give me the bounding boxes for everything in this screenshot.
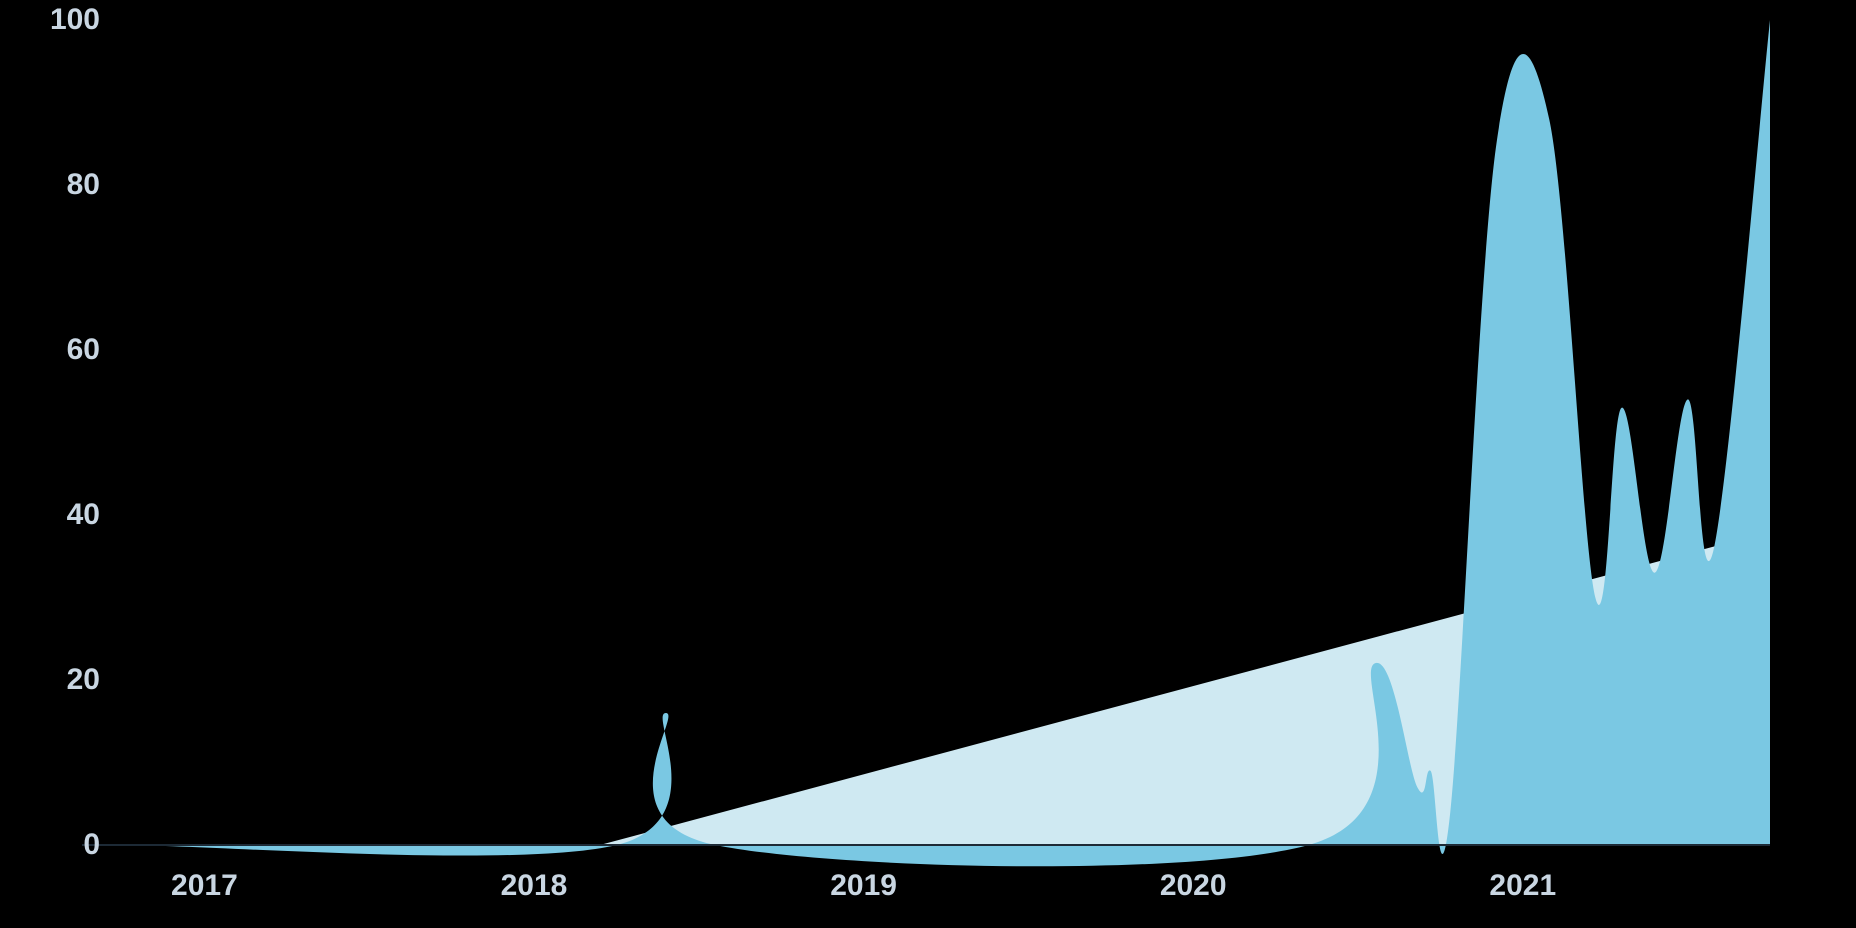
area-series-foreground-spikes [122, 20, 1770, 866]
y-tick-label: 80 [20, 168, 100, 202]
x-tick-label: 2020 [1160, 869, 1227, 903]
area-chart: 0 20 40 60 80 100 2017 2018 2019 2020 2021 [0, 0, 1856, 928]
y-tick-label: 100 [20, 3, 100, 37]
chart-svg [0, 0, 1856, 928]
y-tick-label: 0 [20, 828, 100, 862]
x-tick-label: 2019 [830, 869, 897, 903]
y-tick-label: 60 [20, 333, 100, 367]
y-tick-label: 40 [20, 498, 100, 532]
x-tick-label: 2018 [501, 869, 568, 903]
x-tick-label: 2017 [171, 869, 238, 903]
y-tick-label: 20 [20, 663, 100, 697]
x-tick-label: 2021 [1489, 869, 1556, 903]
